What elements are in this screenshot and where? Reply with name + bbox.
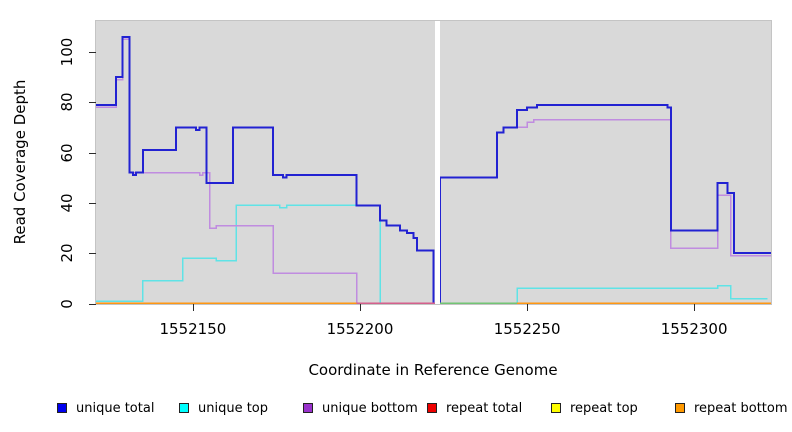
legend-label: repeat top: [570, 400, 638, 416]
y-tick-mark: [89, 51, 96, 53]
y-tick-label: 80: [58, 92, 76, 112]
legend-label: repeat bottom: [694, 400, 788, 416]
y-tick-label: 20: [58, 243, 76, 263]
y-tick-mark: [89, 152, 96, 154]
legend-item-repeat-bottom: repeat bottom: [675, 399, 788, 417]
series-unique-top-line: [516, 285, 768, 304]
y-axis-title: Read Coverage Depth: [11, 79, 29, 245]
y-tick-mark: [89, 253, 96, 255]
legend-swatch-icon: [57, 403, 67, 413]
series-unique-total-line: [439, 103, 771, 304]
x-axis-title: Coordinate in Reference Genome: [308, 361, 558, 379]
legend-label: unique top: [198, 400, 269, 416]
series-unique-top-line: [96, 204, 434, 304]
y-tick-label: 40: [58, 193, 76, 213]
y-tick-label: 100: [58, 37, 76, 67]
series-unique-total-line: [96, 35, 435, 304]
legend-swatch-icon: [551, 403, 561, 413]
y-tick-mark: [89, 202, 96, 204]
legend-swatch-icon: [303, 403, 313, 413]
y-tick-label: 60: [58, 143, 76, 163]
y-tick-mark: [89, 102, 96, 104]
x-tick-label: 1552250: [493, 320, 561, 338]
no-data-gap: [434, 21, 440, 304]
x-tick-label: 1552300: [660, 320, 728, 338]
legend-label: unique bottom: [322, 400, 418, 416]
legend-label: repeat total: [446, 400, 523, 416]
coverage-lines-canvas: [96, 21, 771, 304]
y-tick-label: 0: [58, 298, 76, 309]
legend-item-unique-total: unique total: [57, 399, 154, 417]
legend: unique total unique top unique bottom repea…: [0, 399, 792, 419]
plot-area: [96, 21, 771, 304]
legend-item-repeat-top: repeat top: [551, 399, 638, 417]
legend-item-unique-bottom: unique bottom: [303, 399, 418, 417]
x-tick-label: 1552150: [159, 320, 227, 338]
x-tick-label: 1552200: [326, 320, 394, 338]
x-tick-mark: [360, 304, 361, 311]
legend-label: unique total: [76, 400, 155, 416]
legend-swatch-icon: [179, 403, 189, 413]
x-tick-mark: [694, 304, 696, 311]
legend-swatch-icon: [427, 403, 437, 413]
legend-item-unique-top: unique top: [179, 399, 268, 417]
x-tick-mark: [192, 304, 194, 311]
legend-swatch-icon: [675, 403, 685, 413]
x-tick-mark: [527, 304, 529, 311]
series-unique-bottom-line: [439, 119, 771, 304]
legend-item-repeat-total: repeat total: [427, 399, 522, 417]
series-unique-bottom-line: [96, 38, 434, 304]
y-tick-mark: [89, 303, 96, 305]
